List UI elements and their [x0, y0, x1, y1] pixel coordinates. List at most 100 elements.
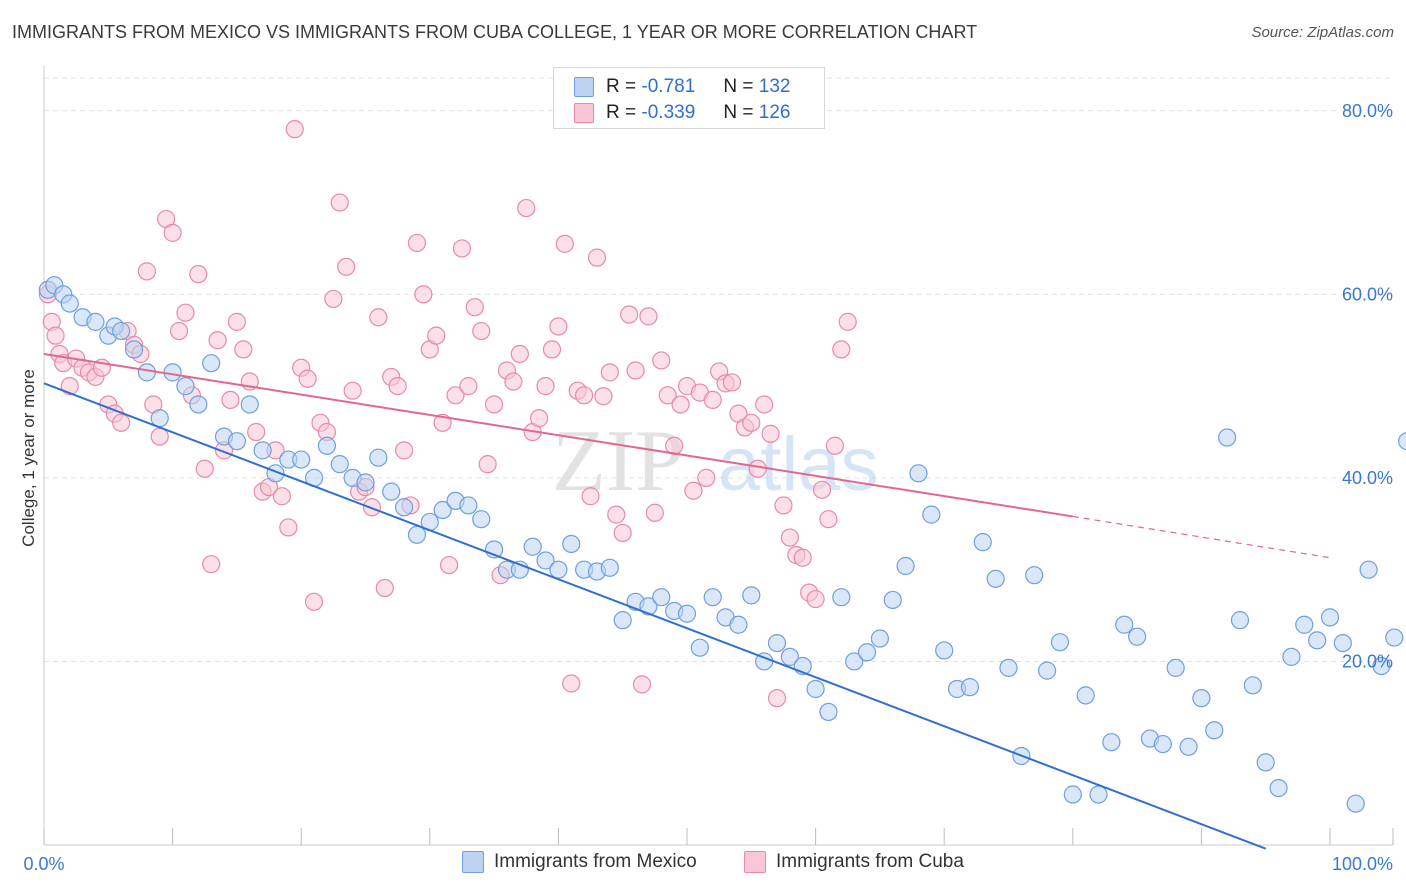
data-point [510, 344, 529, 364]
data-point [1308, 631, 1327, 650]
x-tick-label-max: 100.0% [1332, 854, 1393, 874]
data-point [806, 679, 825, 699]
data-point [562, 674, 581, 693]
chart-title: IMMIGRANTS FROM MEXICO VS IMMIGRANTS FRO… [12, 22, 978, 42]
legend-r-value-cuba: -0.339 [641, 102, 696, 123]
data-point [806, 589, 825, 609]
data-point [163, 223, 182, 242]
data-point [677, 604, 697, 623]
data-point [137, 363, 156, 382]
data-point [832, 588, 851, 607]
data-point [292, 450, 311, 469]
trend-line-cuba [43, 353, 1073, 518]
data-point [722, 373, 742, 392]
data-point [330, 193, 349, 212]
legend-row-mexico: R = -0.781 N = 132 [574, 75, 790, 99]
data-point [600, 363, 619, 382]
legend-r-label: R = [606, 76, 637, 97]
data-point [774, 496, 793, 515]
data-point [227, 312, 246, 331]
series-cuba-points [38, 120, 857, 708]
watermark: ZIP atlas [552, 413, 879, 510]
data-point [613, 611, 632, 630]
data-point [1282, 647, 1301, 666]
legend-row-cuba: R = -0.339 N = 126 [574, 101, 790, 125]
data-point [767, 633, 787, 653]
data-point [459, 496, 478, 515]
data-point [542, 340, 562, 359]
data-point [729, 615, 748, 634]
data-point [452, 239, 472, 258]
data-point [1037, 661, 1057, 680]
data-point [909, 464, 928, 483]
trend-line-cuba-extension [1072, 515, 1331, 559]
data-point [388, 377, 407, 396]
data-point [1372, 656, 1391, 676]
y-axis-label: College, 1 year or more [19, 369, 38, 547]
data-point [1256, 753, 1275, 772]
data-point [1115, 615, 1134, 634]
data-point [60, 294, 79, 313]
data-point [549, 560, 568, 579]
data-point [1205, 721, 1224, 740]
data-point [317, 436, 337, 455]
data-point [645, 503, 664, 522]
data-point [555, 234, 574, 253]
data-point [780, 528, 799, 547]
data-point [517, 198, 536, 218]
data-point [1063, 785, 1082, 804]
axes [43, 66, 1394, 846]
data-point [594, 387, 613, 406]
data-point [234, 340, 253, 359]
data-point [1243, 676, 1262, 695]
data-point [684, 481, 703, 500]
data-point [767, 689, 787, 708]
y-tick-label: 20.0% [1342, 651, 1393, 671]
data-point [1179, 737, 1198, 756]
data-point [652, 351, 671, 370]
bottom-legend-label-mexico: Immigrants from Mexico [494, 851, 697, 872]
data-point [1218, 428, 1237, 447]
data-point [523, 537, 542, 556]
data-point [755, 395, 774, 414]
data-point [247, 422, 266, 442]
data-point [1076, 686, 1095, 705]
data-point [1025, 566, 1044, 585]
data-point [1230, 611, 1250, 630]
legend-n-value-mexico: 132 [758, 76, 791, 97]
data-point [1269, 778, 1288, 798]
data-point [356, 473, 375, 492]
data-point [825, 436, 844, 455]
data-point [382, 482, 401, 501]
data-point [176, 377, 195, 396]
data-point [780, 647, 799, 666]
data-point [272, 487, 292, 506]
data-point [169, 321, 189, 341]
trend-lines [43, 353, 1331, 850]
data-point [427, 326, 446, 345]
data-point [189, 265, 208, 284]
data-point [536, 551, 555, 570]
data-point [999, 658, 1018, 677]
data-point [485, 395, 504, 414]
data-point [407, 525, 427, 544]
data-point [227, 432, 246, 451]
data-point [86, 312, 105, 331]
data-point [607, 505, 626, 524]
data-point [253, 441, 272, 460]
data-point [536, 377, 555, 396]
data-point [46, 326, 65, 345]
data-point [581, 487, 600, 506]
data-point [742, 413, 761, 432]
data-point [189, 395, 208, 414]
data-point [1127, 627, 1147, 646]
data-point [465, 298, 484, 317]
data-point [697, 468, 716, 487]
data-point [137, 262, 156, 281]
data-point [375, 578, 394, 598]
data-point [202, 354, 221, 373]
data-point [870, 629, 890, 648]
bottom-legend-cuba: Immigrants from Cuba [744, 851, 964, 873]
bottom-legend-swatch-cuba [744, 851, 766, 873]
